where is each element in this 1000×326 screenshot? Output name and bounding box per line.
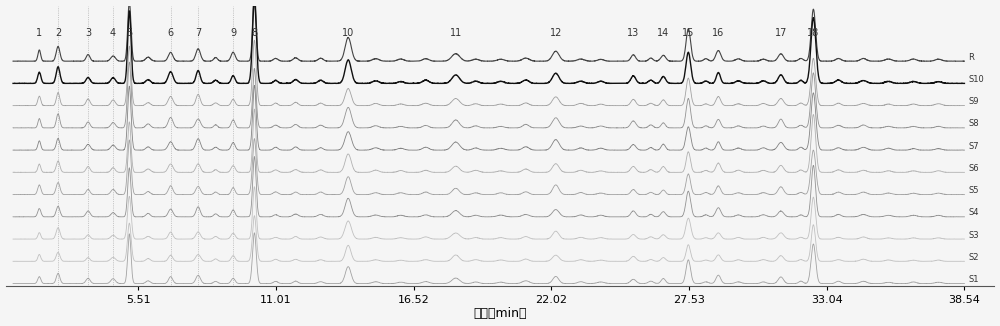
Text: 2: 2 — [55, 28, 61, 38]
Text: 7: 7 — [195, 28, 201, 38]
Text: 6: 6 — [168, 28, 174, 38]
Text: 8: 8 — [251, 28, 257, 38]
Text: 18: 18 — [807, 28, 819, 38]
Text: 4: 4 — [110, 28, 116, 38]
X-axis label: 时间（min）: 时间（min） — [473, 307, 527, 320]
Text: 12: 12 — [550, 28, 562, 38]
Text: S4: S4 — [968, 208, 979, 217]
Text: 13: 13 — [627, 28, 639, 38]
Text: S2: S2 — [968, 253, 979, 262]
Text: S9: S9 — [968, 97, 979, 106]
Text: 10: 10 — [342, 28, 354, 38]
Text: 11: 11 — [450, 28, 462, 38]
Text: 5: 5 — [126, 28, 132, 38]
Text: 15: 15 — [682, 28, 695, 38]
Text: S10: S10 — [968, 75, 984, 84]
Text: S6: S6 — [968, 164, 979, 173]
Text: 1: 1 — [36, 28, 42, 38]
Text: S3: S3 — [968, 230, 979, 240]
Text: S5: S5 — [968, 186, 979, 195]
Text: 16: 16 — [712, 28, 724, 38]
Text: S7: S7 — [968, 141, 979, 151]
Text: R: R — [968, 53, 974, 62]
Text: S8: S8 — [968, 119, 979, 128]
Text: 9: 9 — [230, 28, 236, 38]
Text: 17: 17 — [775, 28, 787, 38]
Text: S1: S1 — [968, 275, 979, 284]
Text: 3: 3 — [85, 28, 91, 38]
Text: 14: 14 — [657, 28, 669, 38]
